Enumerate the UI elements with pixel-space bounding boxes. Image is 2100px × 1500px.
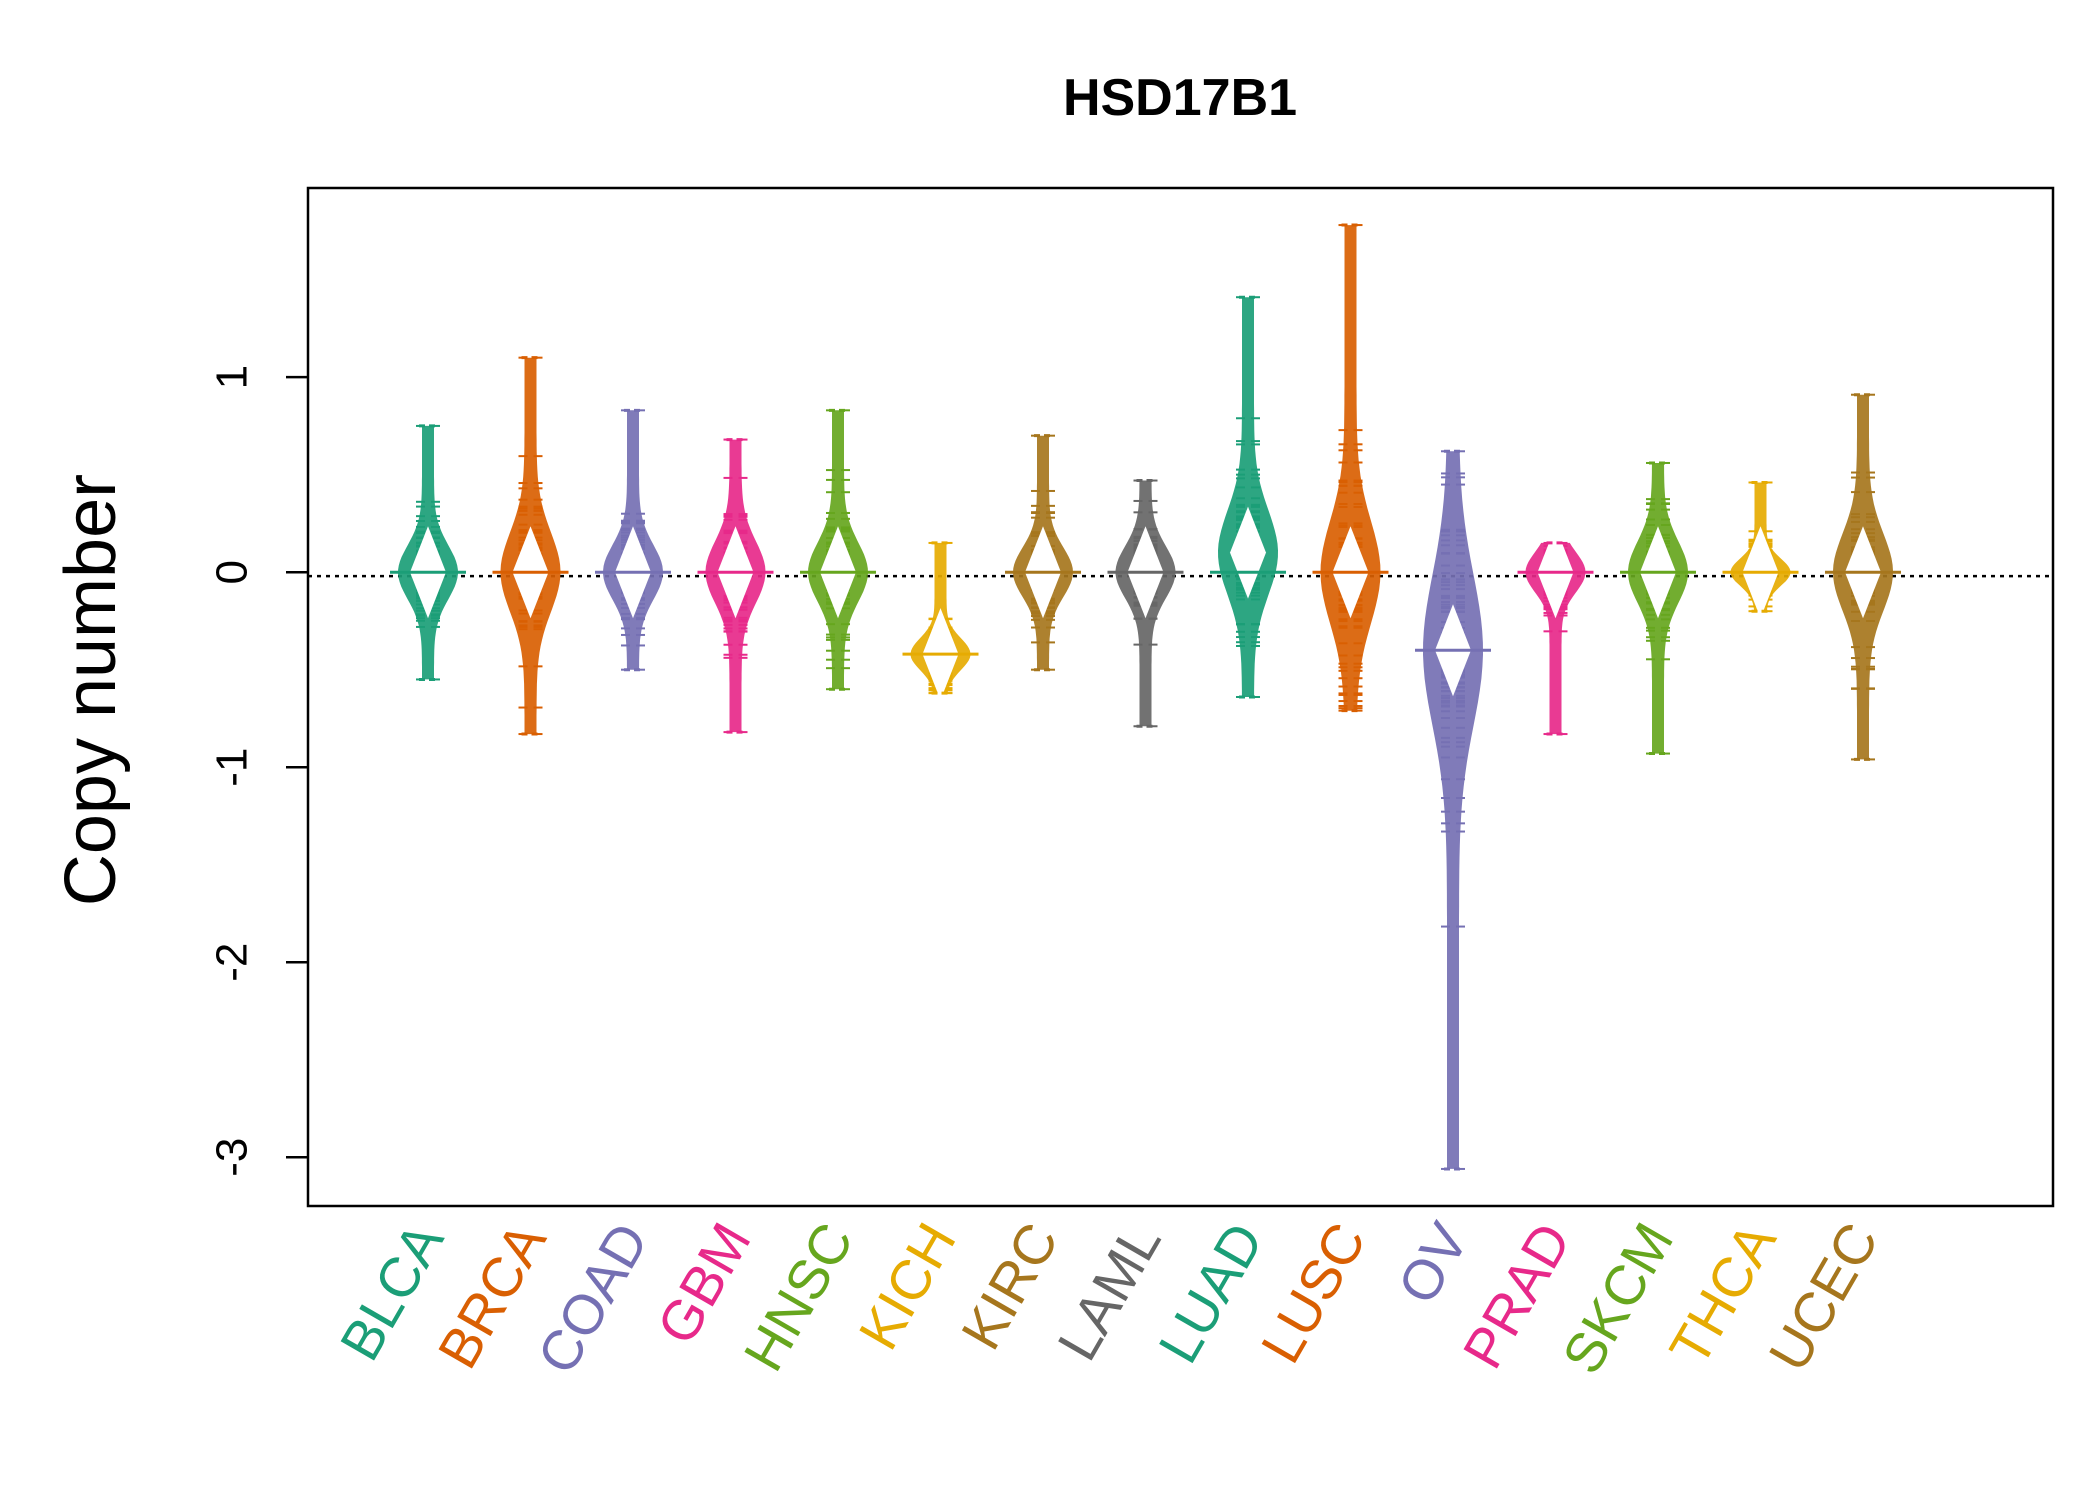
bean-hnsc — [800, 408, 876, 691]
bean-thca — [1722, 480, 1799, 619]
y-tick-label: 1 — [208, 365, 257, 389]
bean-brca — [492, 356, 569, 736]
y-tick-label: -1 — [208, 748, 257, 787]
bean-luad — [1210, 295, 1286, 699]
y-tick-label: -2 — [208, 943, 257, 982]
bean-kirc — [1005, 434, 1081, 672]
plot-frame — [306, 186, 2055, 1208]
chart-title: HSD17B1 — [1063, 69, 1297, 127]
bean-density-ov — [1423, 451, 1483, 1169]
bean-skcm — [1620, 461, 1696, 756]
bean-center-luad — [1230, 506, 1266, 599]
bean-ov — [1415, 449, 1491, 1171]
bean-density-luad — [1218, 297, 1278, 697]
bean-blca — [390, 424, 466, 681]
bean-prad — [1517, 526, 1594, 736]
y-axis-label: Copy number — [51, 474, 131, 906]
bean-lusc — [1312, 223, 1389, 713]
y-tick-label: -3 — [208, 1138, 257, 1177]
y-tick-label: 0 — [208, 560, 257, 584]
bean-coad — [595, 408, 671, 672]
bean-density-lusc — [1320, 225, 1381, 711]
plot-area — [308, 223, 2053, 1171]
bean-gbm — [697, 438, 774, 734]
bean-ucec — [1825, 393, 1901, 761]
bean-density-prad — [1525, 542, 1586, 735]
bean-laml — [1107, 479, 1184, 728]
bean-kich — [902, 541, 979, 701]
